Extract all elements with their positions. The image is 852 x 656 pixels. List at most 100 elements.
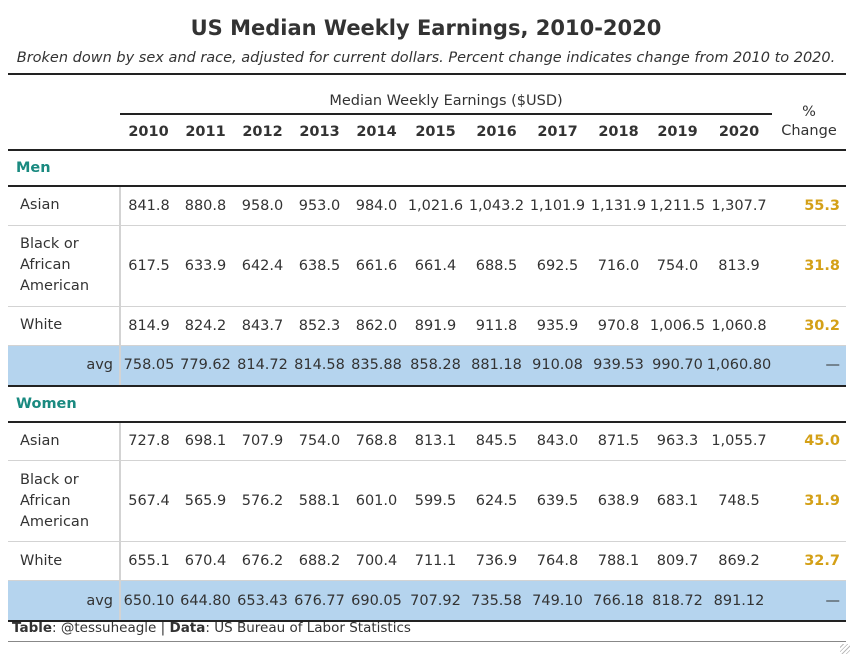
- value-cell: 880.8: [177, 186, 234, 226]
- value-cell: 688.5: [466, 225, 527, 307]
- footer-table-label: Table: [12, 620, 53, 636]
- value-cell: 1,021.6: [405, 186, 466, 226]
- value-cell: 642.4: [234, 225, 291, 307]
- value-cell: 824.2: [177, 306, 234, 346]
- table-title: US Median Weekly Earnings, 2010-2020: [190, 16, 662, 40]
- value-cell: 1,055.7: [706, 421, 772, 461]
- stub-header: [8, 114, 120, 151]
- row-label: Asian: [8, 186, 121, 226]
- value-cell: 958.0: [234, 186, 291, 226]
- value-cell: 852.3: [291, 306, 348, 346]
- value-cell: 953.0: [291, 186, 348, 226]
- pct-change-header: % Change: [772, 75, 846, 151]
- resize-grip-icon[interactable]: [840, 644, 850, 654]
- avg-value-cell: 891.12: [706, 580, 772, 622]
- row-label-line: American: [20, 513, 90, 530]
- value-cell: 841.8: [120, 186, 177, 226]
- value-cell: 698.1: [177, 421, 234, 461]
- value-cell: 813.1: [405, 421, 466, 461]
- value-cell: 639.5: [527, 460, 588, 542]
- value-cell: 984.0: [348, 186, 405, 226]
- row-label: White: [8, 306, 121, 346]
- pct-change-cell: 31.8: [772, 225, 846, 307]
- avg-value-cell: 835.88: [348, 345, 405, 387]
- value-cell: 617.5: [120, 225, 177, 307]
- pct-change-cell: 55.3: [772, 186, 846, 226]
- footer-data-value: : US Bureau of Labor Statistics: [205, 620, 411, 636]
- value-cell: 843.0: [527, 421, 588, 461]
- table-row: Asian 727.8 698.1 707.9 754.0 768.8 813.1 845.5…: [8, 421, 846, 461]
- avg-value-cell: 858.28: [405, 345, 466, 387]
- footer-divider: [8, 641, 846, 642]
- year-header: 2012: [234, 114, 291, 151]
- year-header: 2011: [177, 114, 234, 151]
- avg-value-cell: 881.18: [466, 345, 527, 387]
- value-cell: 601.0: [348, 460, 405, 542]
- table-row: Black or African American 567.4 565.9 576.2 58…: [8, 460, 846, 542]
- stub-spacer: [8, 75, 120, 114]
- value-cell: 970.8: [588, 306, 649, 346]
- avg-pct-cell: —: [772, 345, 846, 387]
- source-note: Table: @tessuheagle | Data: US Bureau of…: [12, 620, 411, 636]
- value-cell: 661.6: [348, 225, 405, 307]
- value-cell: 809.7: [649, 541, 706, 581]
- avg-row: avg 650.10 644.80 653.43 676.77 690.05 707.92 7…: [8, 580, 846, 622]
- footer-data-label: Data: [169, 620, 206, 636]
- value-cell: 588.1: [291, 460, 348, 542]
- group-label: Men: [8, 150, 846, 187]
- value-cell: 638.9: [588, 460, 649, 542]
- earnings-table: Median Weekly Earnings ($USD) % Change 2…: [8, 73, 846, 622]
- value-cell: 567.4: [120, 460, 177, 542]
- value-cell: 814.9: [120, 306, 177, 346]
- avg-pct-cell: —: [772, 580, 846, 622]
- value-cell: 1,043.2: [466, 186, 527, 226]
- avg-value-cell: 818.72: [649, 580, 706, 622]
- avg-value-cell: 779.62: [177, 345, 234, 387]
- avg-value-cell: 735.58: [466, 580, 527, 622]
- value-cell: 891.9: [405, 306, 466, 346]
- value-cell: 764.8: [527, 541, 588, 581]
- year-header: 2019: [649, 114, 706, 151]
- value-cell: 1,307.7: [706, 186, 772, 226]
- table-subtitle: Broken down by sex and race, adjusted fo…: [16, 50, 836, 66]
- avg-label: avg: [8, 580, 121, 622]
- value-cell: 935.9: [527, 306, 588, 346]
- row-label-line: African: [20, 492, 71, 509]
- year-header: 2014: [348, 114, 405, 151]
- year-header: 2016: [466, 114, 527, 151]
- value-cell: 843.7: [234, 306, 291, 346]
- avg-value-cell: 766.18: [588, 580, 649, 622]
- value-cell: 1,060.8: [706, 306, 772, 346]
- avg-value-cell: 814.72: [234, 345, 291, 387]
- pct-change-cell: 45.0: [772, 421, 846, 461]
- avg-value-cell: 910.08: [527, 345, 588, 387]
- value-cell: 624.5: [466, 460, 527, 542]
- value-cell: 683.1: [649, 460, 706, 542]
- group-label: Women: [8, 385, 846, 423]
- table-row: Asian 841.8 880.8 958.0 953.0 984.0 1,021.6 1,0…: [8, 186, 846, 226]
- value-cell: 655.1: [120, 541, 177, 581]
- row-label-line: Asian: [20, 432, 60, 449]
- value-cell: 1,131.9: [588, 186, 649, 226]
- value-cell: 1,101.9: [527, 186, 588, 226]
- value-cell: 736.9: [466, 541, 527, 581]
- pct-change-cell: 32.7: [772, 541, 846, 581]
- row-label-line: Black or: [20, 236, 79, 252]
- value-cell: 633.9: [177, 225, 234, 307]
- row-label-line: Black or: [20, 471, 79, 488]
- avg-label: avg: [8, 345, 121, 387]
- value-cell: 707.9: [234, 421, 291, 461]
- value-cell: 716.0: [588, 225, 649, 307]
- value-cell: 638.5: [291, 225, 348, 307]
- value-cell: 670.4: [177, 541, 234, 581]
- value-cell: 862.0: [348, 306, 405, 346]
- avg-value-cell: 644.80: [177, 580, 234, 622]
- value-cell: 911.8: [466, 306, 527, 346]
- spanner-label: Median Weekly Earnings ($USD): [120, 75, 772, 115]
- value-cell: 1,006.5: [649, 306, 706, 346]
- pct-change-cell: 30.2: [772, 306, 846, 346]
- pct-header-line1: %: [802, 104, 816, 120]
- row-label: Black or African American: [8, 225, 121, 307]
- value-cell: 871.5: [588, 421, 649, 461]
